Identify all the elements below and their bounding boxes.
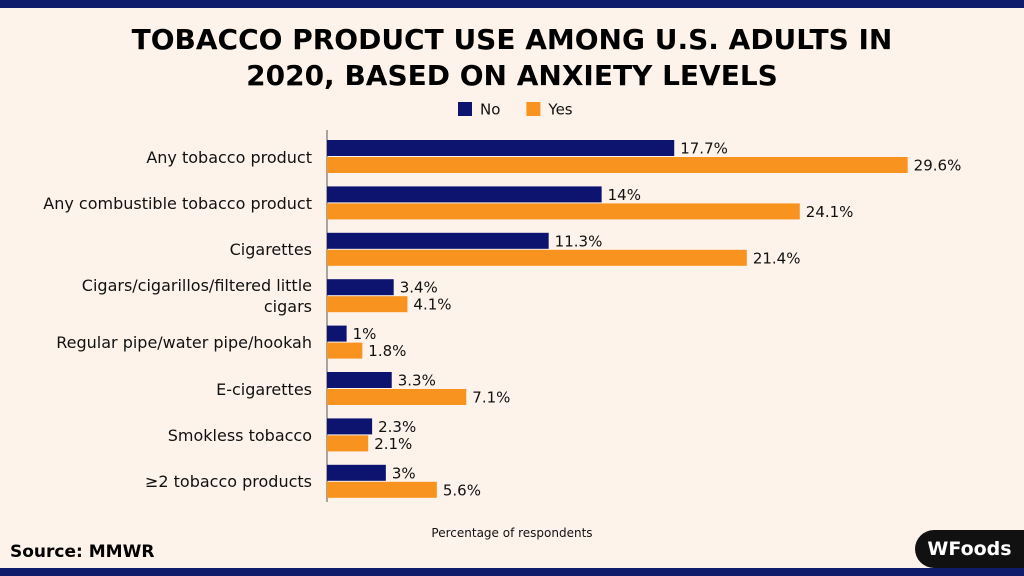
- category-label: ≥2 tobacco products: [144, 472, 312, 492]
- value-label: 17.7%: [680, 140, 728, 158]
- value-label: 1.8%: [368, 342, 406, 360]
- bar: [327, 481, 437, 498]
- bar: [327, 389, 467, 405]
- bar: [327, 325, 347, 342]
- chart-title: TOBACCO PRODUCT USE AMONG U.S. ADULTS IN…: [131, 23, 893, 92]
- legend-label: No: [480, 101, 500, 119]
- value-label: 5.6%: [443, 481, 481, 499]
- bar: [327, 140, 675, 156]
- bar: [327, 464, 386, 481]
- bar: [327, 418, 373, 435]
- bar: [327, 186, 602, 203]
- value-label: 4.1%: [413, 296, 451, 314]
- bar: [327, 296, 408, 313]
- value-label: 14%: [608, 186, 641, 204]
- bar: [327, 232, 549, 249]
- source: Source: MMWR: [10, 542, 155, 562]
- legend-swatch: [458, 102, 472, 116]
- bar: [327, 372, 392, 388]
- category-label: Any tobacco product: [146, 147, 312, 167]
- logo: WFoods: [915, 530, 1024, 568]
- bar: [327, 157, 908, 173]
- bar: [327, 203, 800, 220]
- value-label: 29.6%: [914, 157, 962, 175]
- value-label: 11.3%: [555, 232, 603, 250]
- category-label: Smokless tobacco: [167, 425, 312, 445]
- category-label: Any combustible tobacco product: [43, 193, 312, 213]
- value-label: 2.1%: [374, 435, 412, 453]
- value-label: 7.1%: [472, 389, 510, 407]
- value-label: 3%: [392, 464, 416, 482]
- bottom-stripe: [0, 568, 1024, 576]
- value-label: 21.4%: [753, 249, 801, 267]
- bar: [327, 279, 394, 296]
- value-label: 1%: [353, 325, 377, 343]
- value-label: 3.4%: [400, 279, 438, 297]
- legend-label: Yes: [547, 101, 572, 119]
- value-label: 3.3%: [398, 372, 436, 390]
- category-label: Cigarettes: [229, 240, 312, 260]
- x-axis-label: Percentage of respondents: [431, 526, 593, 540]
- value-label: 2.3%: [378, 418, 416, 436]
- bar: [327, 249, 747, 266]
- top-stripe: [0, 0, 1024, 8]
- legend-swatch: [526, 102, 541, 116]
- category-label: Regular pipe/water pipe/hookah: [56, 333, 312, 353]
- bar: [327, 435, 369, 452]
- bar: [327, 342, 363, 359]
- value-label: 24.1%: [806, 203, 854, 221]
- category-label: E-cigarettes: [216, 379, 312, 399]
- category-label: Cigars/cigarillos/filtered little cigars: [81, 276, 312, 317]
